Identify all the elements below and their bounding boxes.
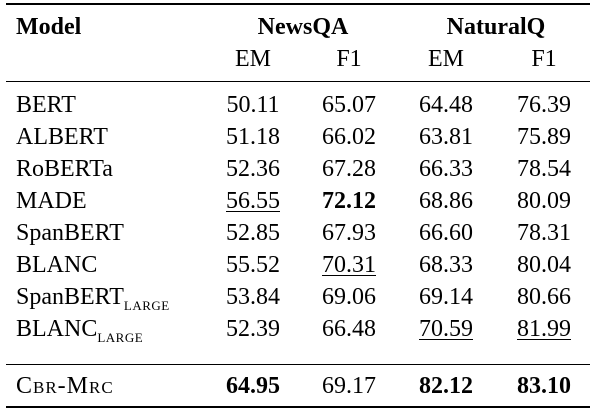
table-cell: 83.10 (517, 373, 571, 399)
model-column-header: Model (16, 14, 82, 40)
table-cell: 66.33 (419, 156, 473, 182)
table-cell: 69.17 (322, 373, 376, 399)
table-cell: 78.54 (517, 156, 571, 182)
model-name: BLANC (16, 316, 98, 342)
model-size-subscript: LARGE (123, 298, 170, 313)
model-name: RoBERTa (16, 156, 113, 182)
table-cell: 63.81 (419, 124, 473, 150)
table-cell: 51.18 (226, 124, 280, 150)
table-cell: 65.07 (322, 92, 376, 118)
row-model-name: MADE (16, 187, 87, 215)
table-cell: 55.52 (226, 252, 280, 278)
table-cell: 53.84 (226, 284, 280, 310)
table-cell: 52.39 (226, 316, 280, 342)
model-size-subscript: LARGE (97, 330, 144, 345)
table-cell: 75.89 (517, 124, 571, 150)
row-model-name: ALBERT (16, 123, 108, 151)
header-rule (6, 81, 590, 82)
row-model-name: BLANC (16, 251, 97, 279)
table-cell: 82.12 (419, 373, 473, 399)
table-cell: 72.12 (322, 188, 376, 214)
table-cell: 81.99 (517, 316, 571, 342)
table-cell: 56.55 (226, 188, 280, 214)
newsqa-group-header: NewsQA (257, 14, 349, 40)
table-cell: 80.66 (517, 284, 571, 310)
top-rule (6, 3, 590, 5)
table-cell: 69.06 (322, 284, 376, 310)
model-name: BLANC (16, 252, 98, 278)
model-name: ALBERT (16, 124, 108, 150)
table-cell: 66.02 (322, 124, 376, 150)
table-cell: 67.28 (322, 156, 376, 182)
bottom-rule (6, 406, 590, 408)
row-model-name: RoBERTa (16, 155, 113, 183)
model-name: MADE (16, 188, 87, 214)
table-cell: 50.11 (226, 92, 280, 118)
table-cell: 76.39 (517, 92, 571, 118)
metric-header: EM (428, 46, 464, 72)
table-cell: 67.93 (322, 220, 376, 246)
table-cell: 52.85 (226, 220, 280, 246)
metric-header: F1 (531, 46, 557, 72)
table-cell: 66.48 (322, 316, 376, 342)
table-cell: 70.31 (322, 252, 376, 278)
table-cell: 80.09 (517, 188, 571, 214)
naturalq-group-header: NaturalQ (446, 14, 546, 40)
table-cell: 68.86 (419, 188, 473, 214)
row-model-name: BLANCLARGE (16, 315, 143, 352)
table-cell: 80.04 (517, 252, 571, 278)
table-cell: 70.59 (419, 316, 473, 342)
model-name: SpanBERT (16, 284, 124, 310)
metric-header: F1 (336, 46, 362, 72)
table-cell: 78.31 (517, 220, 571, 246)
model-name: BERT (16, 92, 76, 118)
final-row-model-name: Cbr-Mrc (16, 373, 114, 399)
row-model-name: SpanBERT (16, 219, 124, 247)
metric-header: EM (235, 46, 271, 72)
row-model-name: BERT (16, 91, 76, 119)
final-row-rule (6, 364, 590, 365)
table-cell: 69.14 (419, 284, 473, 310)
table-cell: 68.33 (419, 252, 473, 278)
table-cell: 64.95 (226, 373, 280, 399)
table-cell: 64.48 (419, 92, 473, 118)
table-cell: 66.60 (419, 220, 473, 246)
model-name: SpanBERT (16, 220, 124, 246)
table-cell: 52.36 (226, 156, 280, 182)
row-model-name: SpanBERTLARGE (16, 283, 170, 320)
